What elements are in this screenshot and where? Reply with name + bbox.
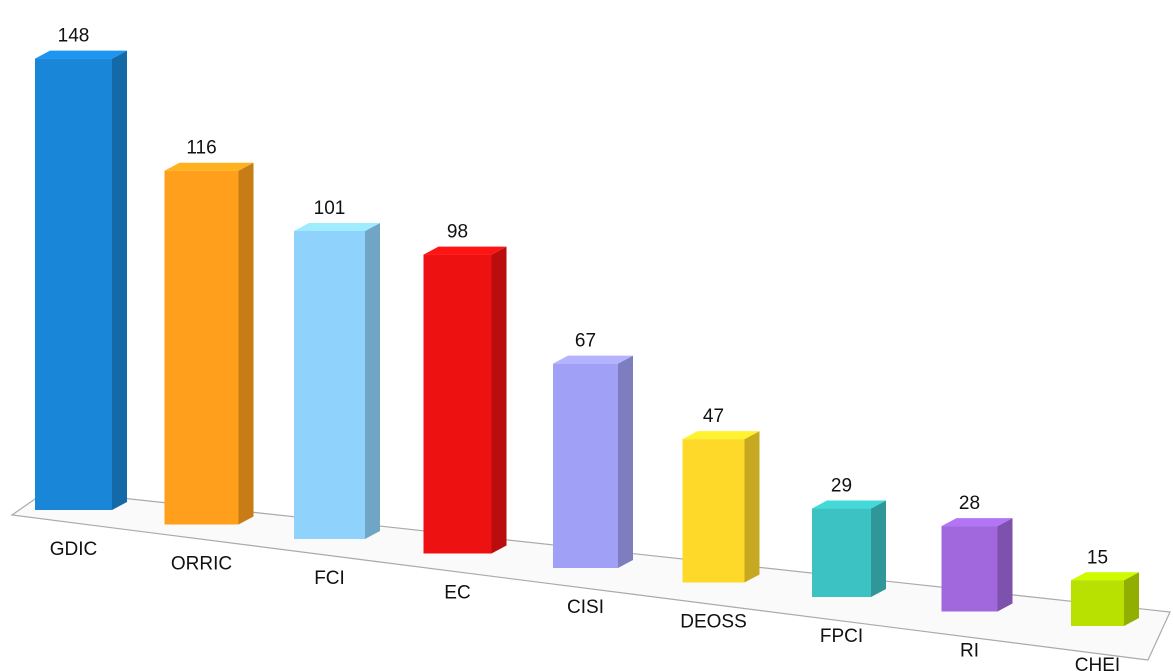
bar-side	[997, 518, 1013, 612]
bar	[164, 170, 239, 525]
bar-top	[553, 355, 633, 364]
bar-side	[112, 50, 127, 510]
bar	[682, 439, 745, 583]
bar-side	[871, 500, 886, 597]
value-label: 28	[959, 493, 980, 514]
value-label: 67	[575, 331, 596, 352]
category-label: RI	[960, 641, 979, 662]
bar-side	[491, 246, 507, 554]
bar	[812, 508, 871, 597]
bar-side	[744, 431, 760, 583]
category-label: GDIC	[50, 539, 98, 560]
bar	[35, 58, 112, 510]
bar-top	[164, 162, 254, 171]
value-label: 98	[447, 222, 468, 243]
bar-top	[1071, 572, 1139, 581]
value-label: 15	[1087, 547, 1108, 568]
category-label: DEOSS	[680, 612, 747, 633]
bar-top	[682, 431, 760, 440]
category-label: CISI	[567, 597, 604, 618]
category-label: FPCI	[820, 626, 863, 647]
bar-side	[618, 355, 633, 568]
bar	[941, 526, 998, 612]
value-label: 29	[831, 476, 852, 497]
category-label: CHEI	[1075, 655, 1120, 671]
category-label: EC	[444, 583, 470, 604]
bar	[423, 254, 492, 554]
bar-top	[812, 500, 886, 509]
value-label: 116	[186, 138, 216, 159]
bar-side	[238, 162, 254, 525]
bar	[1071, 580, 1124, 626]
bar-side	[1124, 572, 1139, 626]
value-label: 47	[703, 406, 724, 427]
bar	[294, 230, 365, 539]
value-label: 148	[58, 26, 90, 47]
category-label: ORRIC	[171, 554, 232, 575]
category-label: FCI	[314, 568, 345, 589]
value-label: 101	[314, 198, 346, 219]
bar	[553, 363, 618, 568]
bar-side	[365, 222, 380, 539]
bar-top	[423, 246, 507, 255]
bar-top	[294, 222, 380, 231]
bar-top	[941, 518, 1013, 527]
bar-top	[35, 50, 127, 59]
